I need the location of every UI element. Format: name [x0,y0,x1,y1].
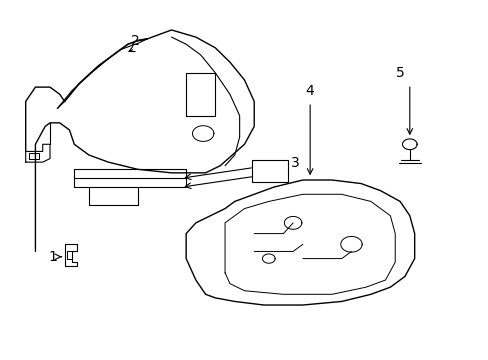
Text: 2: 2 [130,34,139,48]
Text: 4: 4 [305,84,314,98]
Text: 5: 5 [395,66,404,80]
Text: 3: 3 [290,156,299,170]
Text: 1: 1 [48,250,57,264]
FancyBboxPatch shape [251,160,287,182]
